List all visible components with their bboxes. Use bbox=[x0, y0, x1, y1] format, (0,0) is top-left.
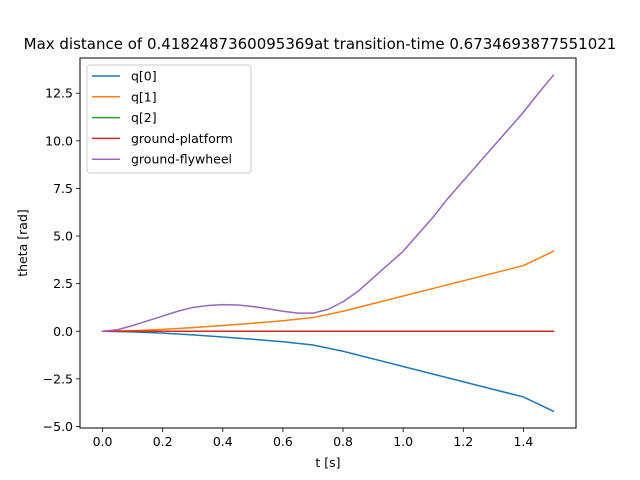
y-tick-label: 5.0 bbox=[53, 229, 73, 244]
x-tick-label: 0.6 bbox=[273, 434, 293, 449]
x-tick-label: 0.0 bbox=[93, 434, 113, 449]
legend-box bbox=[86, 64, 252, 174]
legend-label-4: ground-flywheel bbox=[131, 152, 232, 167]
legend: q[0] q[1] q[2] ground-platform ground-flywhe… bbox=[86, 64, 252, 174]
chart-title: Max distance of 0.4182487360095369at tra… bbox=[24, 35, 617, 53]
y-axis-label: theta [rad] bbox=[15, 209, 30, 277]
x-axis-ticks: 0.0 0.2 0.4 0.6 0.8 1.0 1.2 1.4 bbox=[93, 428, 533, 449]
legend-label-2: q[2] bbox=[131, 110, 157, 125]
legend-label-1: q[1] bbox=[131, 89, 157, 104]
y-axis-ticks: −5.0 −2.5 0.0 2.5 5.0 7.5 10.0 12.5 bbox=[43, 86, 80, 434]
y-tick-label: 12.5 bbox=[45, 86, 73, 101]
x-tick-label: 1.2 bbox=[453, 434, 473, 449]
y-tick-label: 2.5 bbox=[53, 276, 73, 291]
legend-label-0: q[0] bbox=[131, 69, 157, 84]
series-line-4 bbox=[101, 74, 555, 333]
series-layer bbox=[101, 74, 555, 413]
series-line-0 bbox=[101, 330, 555, 413]
x-axis-label: t [s] bbox=[315, 455, 340, 470]
x-tick-label: 1.4 bbox=[513, 434, 533, 449]
series-line-1 bbox=[101, 250, 555, 333]
y-tick-label: 7.5 bbox=[53, 181, 73, 196]
y-tick-label: −2.5 bbox=[43, 371, 73, 386]
y-tick-label: 0.0 bbox=[53, 324, 73, 339]
y-tick-label: −5.0 bbox=[43, 419, 73, 434]
x-tick-label: 0.2 bbox=[153, 434, 173, 449]
x-tick-label: 0.4 bbox=[213, 434, 233, 449]
legend-label-3: ground-platform bbox=[131, 131, 233, 146]
y-tick-label: 10.0 bbox=[45, 133, 73, 148]
x-tick-label: 1.0 bbox=[393, 434, 413, 449]
plot-frame bbox=[79, 57, 577, 429]
x-tick-label: 0.8 bbox=[333, 434, 353, 449]
